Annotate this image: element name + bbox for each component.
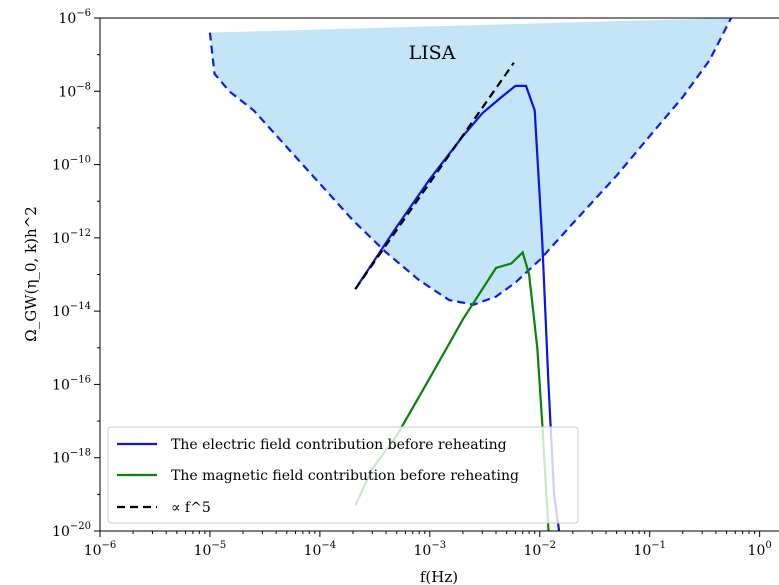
legend-label-magnetic: The magnetic field contribution before r…: [171, 468, 519, 484]
lisa-sensitivity-fill: [209, 18, 732, 305]
series-power-law-line: [354, 62, 515, 290]
x-tick-label: 10−3: [414, 540, 447, 559]
y-tick-label: 10−16: [52, 374, 91, 393]
y-axis-label: Ω_GW(η_0, k)h^2: [22, 206, 40, 341]
x-tick-label: 10−2: [523, 540, 556, 559]
legend: The electric field contribution before r…: [107, 426, 579, 524]
y-tick-label: 10−14: [52, 301, 91, 320]
y-ticks: 10−6 10−8 10−10 10−12 10−14 10−16 10−18 10−20: [52, 8, 100, 540]
legend-box: [107, 426, 579, 524]
plot-area: [208, 18, 733, 531]
y-tick-label: 10−20: [52, 521, 91, 540]
legend-label-electric: The electric field contribution before r…: [171, 437, 507, 453]
y-tick-label: 10−10: [52, 155, 91, 174]
y-tick-label: 10−18: [52, 448, 91, 467]
y-tick-label: 10−12: [52, 228, 91, 247]
x-tick-label: 10−6: [84, 540, 117, 559]
y-tick-label: 10−8: [58, 81, 91, 100]
x-tick-label: 10−5: [194, 540, 227, 559]
x-tick-label: 10−1: [633, 540, 666, 559]
x-tick-label: 10−4: [304, 540, 337, 559]
x-ticks: 10−6 10−5 10−4 10−3 10−2 10−1 100: [84, 531, 772, 559]
x-tick-label: 100: [748, 540, 772, 559]
y-tick-label: 10−6: [58, 8, 91, 27]
lisa-annotation: LISA: [409, 42, 456, 64]
x-axis-label: f(Hz): [420, 568, 458, 585]
lisa-sensitivity-curve: [208, 18, 733, 306]
legend-label-power-law: ∝ f^5: [171, 500, 211, 516]
series-electric-line: [354, 84, 561, 531]
